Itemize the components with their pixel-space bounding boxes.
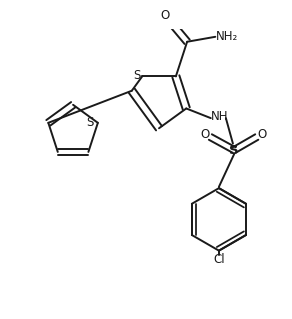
Text: S: S [86,116,94,129]
Text: O: O [201,128,210,141]
Text: S: S [133,69,140,82]
Text: S: S [230,144,239,157]
Text: Cl: Cl [213,253,225,266]
Text: NH: NH [211,110,229,123]
Text: O: O [160,10,169,22]
Text: O: O [257,128,267,141]
Text: NH₂: NH₂ [216,30,238,43]
